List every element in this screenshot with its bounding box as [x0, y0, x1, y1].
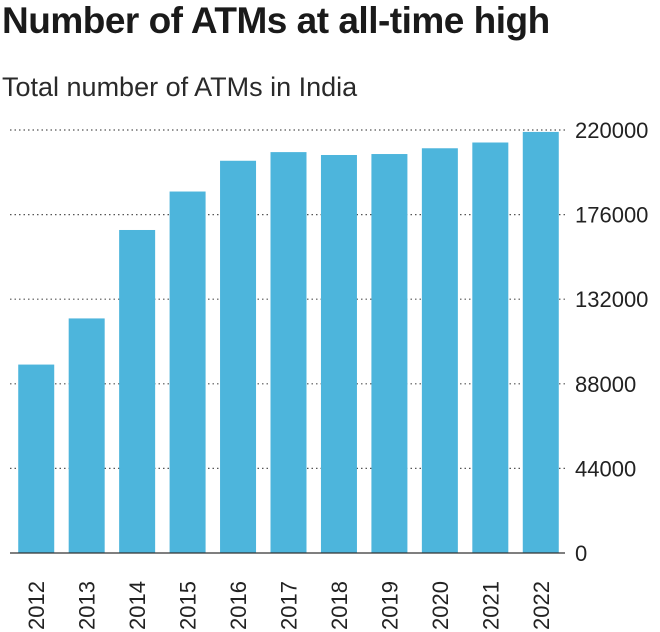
x-tick-label: 2013: [75, 581, 100, 630]
bar-2017: [270, 152, 307, 553]
bar-2013: [68, 318, 105, 553]
chart-subtitle: Total number of ATMs in India: [2, 72, 358, 102]
bar-2014: [119, 229, 156, 553]
x-axis-tick-labels: 2012 2013 2014 2015 2016 2017 2018 2019 2020 2021…: [24, 581, 554, 630]
x-tick-label: 2017: [277, 581, 302, 630]
y-tick-label: 44000: [575, 456, 636, 481]
bar-2021: [472, 142, 509, 553]
x-tick-label: 2018: [327, 581, 352, 630]
x-tick-label: 2016: [226, 581, 251, 630]
y-tick-label: 176000: [575, 203, 648, 228]
x-tick-label: 2019: [377, 581, 402, 630]
x-tick-label: 2021: [478, 581, 503, 630]
bar-2018: [320, 154, 357, 553]
bar-2019: [371, 154, 408, 553]
chart-title: Number of ATMs at all-time high: [2, 0, 550, 41]
bar-2022: [522, 131, 559, 553]
x-tick-label: 2015: [176, 581, 201, 630]
y-tick-label: 220000: [575, 118, 648, 143]
y-axis-tick-labels: 0 44000 88000 132000 176000 220000: [575, 118, 648, 566]
y-tick-label: 88000: [575, 372, 636, 397]
y-tick-label: 132000: [575, 287, 648, 312]
x-tick-label: 2022: [529, 581, 554, 630]
bar-2016: [220, 160, 257, 553]
x-tick-label: 2012: [24, 581, 49, 630]
x-tick-label: 2014: [125, 581, 150, 630]
bars: [18, 131, 559, 553]
y-tick-label: 0: [575, 541, 587, 566]
bar-2015: [169, 191, 206, 553]
bar-2020: [421, 148, 458, 553]
bar-2012: [18, 364, 55, 553]
x-tick-label: 2020: [428, 581, 453, 630]
